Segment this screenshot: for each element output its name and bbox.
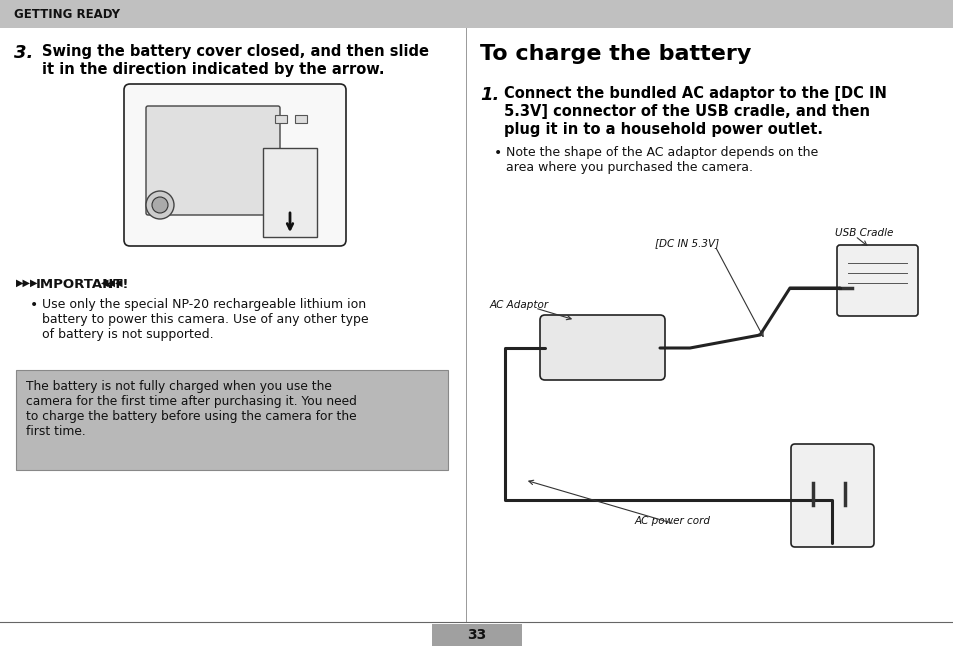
Text: To charge the battery: To charge the battery: [479, 44, 751, 64]
Bar: [294, 115, 307, 123]
Text: 1.: 1.: [479, 86, 498, 104]
Text: 3.: 3.: [14, 44, 33, 62]
Text: •: •: [494, 146, 501, 160]
Circle shape: [146, 191, 173, 219]
Bar: [432, 624, 521, 646]
Text: Use only the special NP-20 rechargeable lithium ion
battery to power this camera: Use only the special NP-20 rechargeable …: [42, 298, 368, 341]
Text: ▶▶▶: ▶▶▶: [16, 278, 38, 288]
Text: 33: 33: [467, 628, 486, 642]
Text: [DC IN 5.3V]: [DC IN 5.3V]: [655, 238, 719, 248]
Text: plug it in to a household power outlet.: plug it in to a household power outlet.: [503, 122, 822, 137]
FancyBboxPatch shape: [124, 84, 346, 246]
Circle shape: [152, 197, 168, 213]
Bar: [0, 0, 953, 28]
Text: IMPORTANT!: IMPORTANT!: [36, 278, 130, 291]
Text: it in the direction indicated by the arrow.: it in the direction indicated by the arr…: [42, 62, 384, 77]
Text: Connect the bundled AC adaptor to the [DC IN: Connect the bundled AC adaptor to the [D…: [503, 86, 886, 101]
FancyBboxPatch shape: [836, 245, 917, 316]
FancyBboxPatch shape: [539, 315, 664, 380]
Text: AC Adaptor: AC Adaptor: [490, 300, 549, 310]
Text: ◀◀◀: ◀◀◀: [101, 278, 123, 288]
Text: GETTING READY: GETTING READY: [14, 8, 120, 21]
Bar: [274, 115, 287, 123]
Text: USB Cradle: USB Cradle: [834, 228, 892, 238]
Text: Swing the battery cover closed, and then slide: Swing the battery cover closed, and then…: [42, 44, 429, 59]
Bar: [16, 370, 448, 470]
Text: The battery is not fully charged when you use the
camera for the first time afte: The battery is not fully charged when yo…: [26, 380, 356, 438]
Text: •: •: [30, 298, 38, 312]
Text: Note the shape of the AC adaptor depends on the
area where you purchased the cam: Note the shape of the AC adaptor depends…: [505, 146, 818, 174]
FancyBboxPatch shape: [790, 444, 873, 547]
Text: 5.3V] connector of the USB cradle, and then: 5.3V] connector of the USB cradle, and t…: [503, 104, 869, 119]
Text: AC power cord: AC power cord: [635, 516, 710, 526]
FancyBboxPatch shape: [146, 106, 280, 215]
FancyBboxPatch shape: [263, 148, 316, 237]
